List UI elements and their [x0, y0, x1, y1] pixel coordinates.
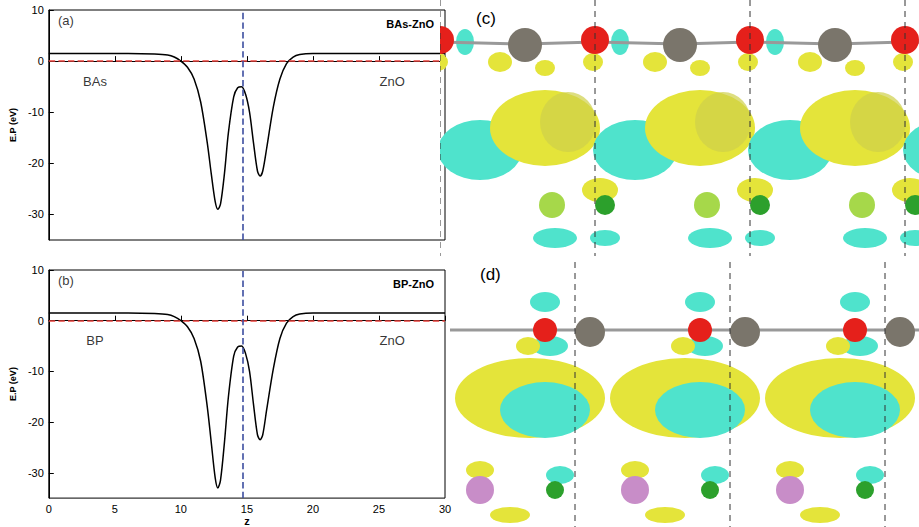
svg-text:(b): (b) — [58, 273, 74, 288]
svg-text:ZnO: ZnO — [380, 333, 405, 348]
svg-text:BAs-ZnO: BAs-ZnO — [386, 18, 434, 30]
svg-text:20: 20 — [307, 503, 319, 515]
svg-text:0: 0 — [46, 503, 52, 515]
svg-text:z: z — [244, 515, 250, 527]
svg-text:10: 10 — [32, 4, 44, 16]
svg-text:-30: -30 — [28, 208, 44, 220]
svg-text:(c): (c) — [476, 9, 496, 28]
svg-text:0: 0 — [38, 55, 44, 67]
svg-text:-20: -20 — [28, 157, 44, 169]
svg-text:(a): (a) — [58, 13, 74, 28]
svg-text:10: 10 — [175, 503, 187, 515]
svg-text:-30: -30 — [28, 467, 44, 479]
svg-text:-10: -10 — [28, 106, 44, 118]
svg-text:10: 10 — [32, 264, 44, 276]
svg-text:(d): (d) — [480, 265, 501, 284]
svg-text:ZnO: ZnO — [380, 74, 405, 89]
svg-text:-20: -20 — [28, 416, 44, 428]
svg-text:5: 5 — [112, 503, 118, 515]
svg-text:E.P (eV): E.P (eV) — [8, 367, 18, 401]
svg-text:E.P (eV): E.P (eV) — [8, 108, 18, 142]
svg-text:15: 15 — [241, 503, 253, 515]
svg-text:30: 30 — [439, 503, 451, 515]
svg-text:0: 0 — [38, 315, 44, 327]
svg-text:BP: BP — [86, 333, 103, 348]
svg-text:BP-ZnO: BP-ZnO — [393, 278, 434, 290]
svg-text:25: 25 — [373, 503, 385, 515]
svg-text:-10: -10 — [28, 365, 44, 377]
svg-text:BAs: BAs — [83, 74, 107, 89]
